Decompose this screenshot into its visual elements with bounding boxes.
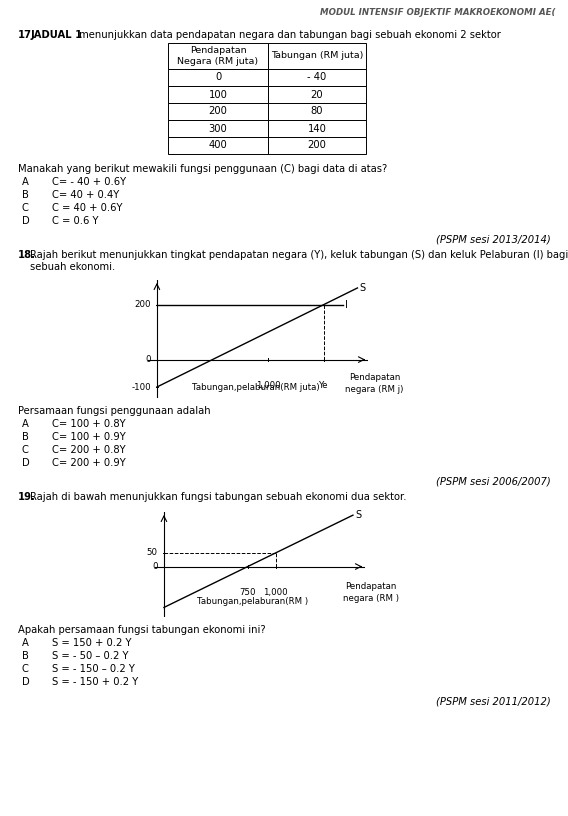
- Text: C: C: [22, 445, 29, 455]
- Text: D: D: [22, 458, 30, 468]
- Text: 200: 200: [134, 300, 151, 309]
- Text: D: D: [22, 216, 30, 226]
- Text: B: B: [22, 190, 29, 200]
- Text: 0: 0: [215, 73, 221, 82]
- Text: - 40: - 40: [307, 73, 327, 82]
- Text: S: S: [355, 510, 361, 520]
- Text: Manakah yang berikut mewakili fungsi penggunaan (C) bagi data di atas?: Manakah yang berikut mewakili fungsi pen…: [18, 164, 387, 174]
- Text: 0: 0: [152, 562, 158, 571]
- Text: C: C: [22, 203, 29, 213]
- Text: 50: 50: [147, 548, 158, 557]
- Text: 0: 0: [145, 355, 151, 364]
- Text: JADUAL 1: JADUAL 1: [30, 30, 82, 40]
- Text: C= - 40 + 0.6Y: C= - 40 + 0.6Y: [52, 177, 126, 187]
- Text: (PSPM sesi 2006/2007): (PSPM sesi 2006/2007): [436, 477, 551, 487]
- Text: C= 200 + 0.9Y: C= 200 + 0.9Y: [52, 458, 126, 468]
- Text: Pendapatan
Negara (RM juta): Pendapatan Negara (RM juta): [177, 47, 258, 66]
- Text: 17.: 17.: [18, 30, 36, 40]
- Text: -100: -100: [131, 383, 151, 392]
- Bar: [268, 103, 366, 120]
- Text: Ye: Ye: [319, 381, 328, 390]
- Bar: [168, 69, 268, 86]
- Text: 19.: 19.: [18, 492, 36, 502]
- Text: C = 0.6 Y: C = 0.6 Y: [52, 216, 98, 226]
- Text: 750: 750: [240, 588, 256, 596]
- Text: negara (RM ): negara (RM ): [343, 594, 399, 603]
- Text: B: B: [22, 432, 29, 442]
- Text: D: D: [22, 677, 30, 687]
- Text: C = 40 + 0.6Y: C = 40 + 0.6Y: [52, 203, 123, 213]
- Text: 300: 300: [208, 123, 227, 134]
- Text: 200: 200: [307, 140, 327, 150]
- Text: 20: 20: [311, 90, 323, 100]
- Text: 100: 100: [208, 90, 227, 100]
- Text: (PSPM sesi 2013/2014): (PSPM sesi 2013/2014): [436, 235, 551, 245]
- Text: C: C: [22, 664, 29, 674]
- Text: MODUL INTENSIF OBJEKTIF MAKROEKONOMI AE(: MODUL INTENSIF OBJEKTIF MAKROEKONOMI AE(: [319, 8, 555, 17]
- Text: C= 200 + 0.8Y: C= 200 + 0.8Y: [52, 445, 126, 455]
- Text: 140: 140: [307, 123, 327, 134]
- Text: Pendapatan: Pendapatan: [349, 373, 400, 382]
- Text: menunjukkan data pendapatan negara dan tabungan bagi sebuah ekonomi 2 sektor: menunjukkan data pendapatan negara dan t…: [76, 30, 501, 40]
- Text: S = 150 + 0.2 Y: S = 150 + 0.2 Y: [52, 638, 132, 648]
- Text: Persamaan fungsi penggunaan adalah: Persamaan fungsi penggunaan adalah: [18, 406, 211, 416]
- Text: C= 100 + 0.8Y: C= 100 + 0.8Y: [52, 419, 126, 429]
- Text: Rajah di bawah menunjukkan fungsi tabungan sebuah ekonomi dua sektor.: Rajah di bawah menunjukkan fungsi tabung…: [30, 492, 407, 502]
- Text: 1,000: 1,000: [264, 588, 288, 596]
- Text: 400: 400: [208, 140, 227, 150]
- Text: sebuah ekonomi.: sebuah ekonomi.: [30, 262, 115, 272]
- Text: C= 40 + 0.4Y: C= 40 + 0.4Y: [52, 190, 119, 200]
- Text: C= 100 + 0.9Y: C= 100 + 0.9Y: [52, 432, 126, 442]
- Text: A: A: [22, 638, 29, 648]
- Bar: [168, 86, 268, 103]
- Bar: [268, 120, 366, 137]
- Bar: [168, 137, 268, 154]
- Text: 80: 80: [311, 107, 323, 117]
- Text: negara (RM j): negara (RM j): [345, 384, 403, 393]
- Text: Apakah persamaan fungsi tabungan ekonomi ini?: Apakah persamaan fungsi tabungan ekonomi…: [18, 625, 266, 635]
- Bar: [268, 137, 366, 154]
- Text: A: A: [22, 419, 29, 429]
- Bar: [268, 43, 366, 69]
- Text: Tabungan (RM juta): Tabungan (RM juta): [271, 51, 363, 60]
- Text: 18.: 18.: [18, 250, 36, 260]
- Text: Tabungan,pelaburan(RM ): Tabungan,pelaburan(RM ): [197, 596, 308, 606]
- Text: Pendapatan: Pendapatan: [345, 582, 396, 591]
- Bar: [168, 120, 268, 137]
- Text: Tabungan,pelaburan(RM juta): Tabungan,pelaburan(RM juta): [193, 384, 320, 392]
- Text: (PSPM sesi 2011/2012): (PSPM sesi 2011/2012): [436, 696, 551, 706]
- Text: 200: 200: [208, 107, 227, 117]
- Bar: [168, 43, 268, 69]
- Text: B: B: [22, 651, 29, 661]
- Text: S = - 50 – 0.2 Y: S = - 50 – 0.2 Y: [52, 651, 128, 661]
- Text: S: S: [360, 283, 366, 293]
- Text: A: A: [22, 177, 29, 187]
- Text: S = - 150 – 0.2 Y: S = - 150 – 0.2 Y: [52, 664, 135, 674]
- Text: S = - 150 + 0.2 Y: S = - 150 + 0.2 Y: [52, 677, 138, 687]
- Bar: [168, 103, 268, 120]
- Text: 1,000: 1,000: [256, 381, 281, 390]
- Bar: [268, 86, 366, 103]
- Bar: [268, 69, 366, 86]
- Text: I: I: [345, 299, 348, 310]
- Text: Rajah berikut menunjukkan tingkat pendapatan negara (Y), keluk tabungan (S) dan : Rajah berikut menunjukkan tingkat pendap…: [30, 250, 568, 260]
